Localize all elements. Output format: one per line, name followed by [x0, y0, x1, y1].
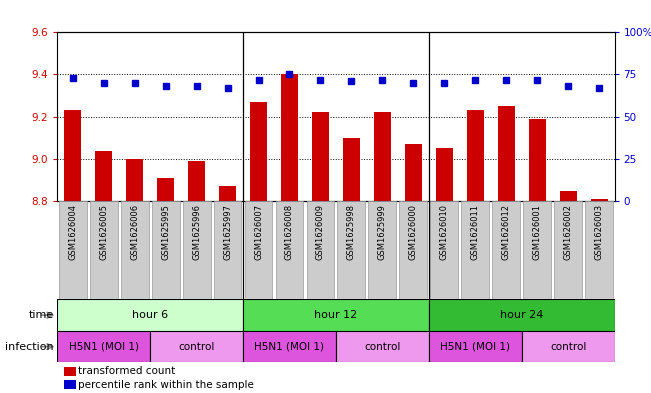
Bar — [521, 331, 615, 362]
Text: GSM1625998: GSM1625998 — [347, 204, 356, 260]
Text: GSM1626006: GSM1626006 — [130, 204, 139, 260]
Text: hour 24: hour 24 — [500, 310, 544, 320]
Text: GSM1625996: GSM1625996 — [192, 204, 201, 260]
Bar — [243, 299, 429, 331]
Bar — [462, 201, 489, 299]
Bar — [399, 201, 427, 299]
Bar — [368, 201, 396, 299]
Bar — [152, 201, 180, 299]
Bar — [281, 74, 298, 201]
Text: GSM1626012: GSM1626012 — [502, 204, 510, 260]
Bar — [307, 201, 335, 299]
Bar — [429, 299, 615, 331]
Bar — [57, 331, 150, 362]
Text: control: control — [178, 342, 215, 352]
Bar — [57, 299, 243, 331]
Bar — [126, 159, 143, 201]
Bar — [64, 110, 81, 201]
Bar — [336, 331, 429, 362]
Text: control: control — [550, 342, 587, 352]
Text: GSM1626001: GSM1626001 — [533, 204, 542, 260]
Text: infection: infection — [5, 342, 54, 352]
Text: hour 12: hour 12 — [314, 310, 357, 320]
Bar — [250, 102, 267, 201]
Bar — [90, 201, 118, 299]
Bar — [529, 119, 546, 201]
Text: H5N1 (MOI 1): H5N1 (MOI 1) — [255, 342, 324, 352]
Bar — [95, 151, 112, 201]
Bar — [150, 331, 243, 362]
Text: GSM1626010: GSM1626010 — [440, 204, 449, 260]
Text: GSM1626008: GSM1626008 — [285, 204, 294, 260]
Text: GSM1626002: GSM1626002 — [564, 204, 573, 260]
Text: GSM1626004: GSM1626004 — [68, 204, 77, 260]
Bar — [430, 201, 458, 299]
Bar — [560, 191, 577, 201]
Bar — [275, 201, 303, 299]
Text: GSM1626005: GSM1626005 — [99, 204, 108, 260]
Bar — [590, 199, 607, 201]
Text: control: control — [364, 342, 400, 352]
Bar — [59, 201, 87, 299]
Bar — [497, 106, 515, 201]
Bar — [120, 201, 148, 299]
Bar — [585, 201, 613, 299]
Bar — [214, 201, 242, 299]
Bar — [436, 149, 453, 201]
Text: H5N1 (MOI 1): H5N1 (MOI 1) — [69, 342, 139, 352]
Text: time: time — [29, 310, 54, 320]
Bar — [467, 110, 484, 201]
Text: GSM1625997: GSM1625997 — [223, 204, 232, 260]
Bar — [337, 201, 365, 299]
Bar — [188, 161, 205, 201]
Bar — [312, 112, 329, 201]
Text: GSM1626000: GSM1626000 — [409, 204, 418, 260]
Bar — [157, 178, 174, 201]
Bar — [405, 144, 422, 201]
Bar — [554, 201, 582, 299]
Text: H5N1 (MOI 1): H5N1 (MOI 1) — [440, 342, 510, 352]
Bar — [374, 112, 391, 201]
Bar — [183, 201, 210, 299]
Text: GSM1626009: GSM1626009 — [316, 204, 325, 260]
Text: GSM1625995: GSM1625995 — [161, 204, 170, 260]
Bar — [219, 186, 236, 201]
Bar — [343, 138, 360, 201]
Text: GSM1625999: GSM1625999 — [378, 204, 387, 260]
Bar — [523, 201, 551, 299]
Text: GSM1626003: GSM1626003 — [594, 204, 603, 260]
Bar — [492, 201, 520, 299]
Text: hour 6: hour 6 — [132, 310, 168, 320]
Text: transformed count: transformed count — [78, 366, 175, 376]
Text: GSM1626011: GSM1626011 — [471, 204, 480, 260]
Bar — [245, 201, 273, 299]
Text: GSM1626007: GSM1626007 — [254, 204, 263, 260]
Text: percentile rank within the sample: percentile rank within the sample — [78, 380, 254, 390]
Bar — [429, 331, 521, 362]
Bar — [243, 331, 336, 362]
